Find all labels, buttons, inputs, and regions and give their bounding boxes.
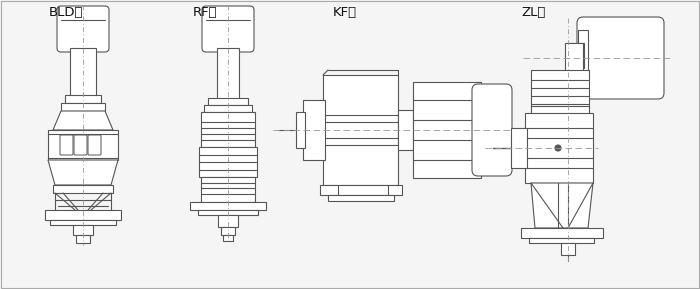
Bar xyxy=(568,43,584,68)
Bar xyxy=(323,75,398,185)
Bar xyxy=(53,185,113,193)
Polygon shape xyxy=(531,183,593,228)
FancyBboxPatch shape xyxy=(57,6,109,52)
Text: RF型: RF型 xyxy=(193,6,217,19)
Bar xyxy=(198,210,258,215)
Bar xyxy=(223,235,233,241)
Bar xyxy=(531,106,589,114)
Bar xyxy=(398,110,413,150)
Bar xyxy=(201,177,255,202)
FancyBboxPatch shape xyxy=(472,84,512,176)
Bar xyxy=(73,225,93,235)
Bar xyxy=(529,238,594,243)
Bar xyxy=(70,48,96,103)
Circle shape xyxy=(555,145,561,151)
Bar xyxy=(208,98,248,105)
Polygon shape xyxy=(53,111,113,130)
Text: ZL型: ZL型 xyxy=(522,6,546,19)
Bar xyxy=(201,112,255,147)
FancyBboxPatch shape xyxy=(60,135,73,155)
Bar xyxy=(303,100,325,160)
Bar xyxy=(76,235,90,243)
Bar xyxy=(190,202,266,210)
Bar xyxy=(565,43,583,71)
Bar xyxy=(578,30,588,86)
FancyBboxPatch shape xyxy=(88,135,101,155)
Bar xyxy=(50,220,116,225)
Bar xyxy=(521,228,603,238)
Bar xyxy=(320,185,402,195)
Text: BLD型: BLD型 xyxy=(49,6,83,19)
Bar xyxy=(217,48,239,100)
Bar xyxy=(296,112,305,148)
Bar xyxy=(525,113,593,183)
Bar xyxy=(328,195,394,201)
Bar xyxy=(199,147,257,177)
Bar xyxy=(61,103,105,111)
FancyBboxPatch shape xyxy=(202,6,254,52)
Bar xyxy=(48,130,118,160)
Bar xyxy=(45,210,121,220)
Bar xyxy=(413,82,481,178)
Bar xyxy=(511,128,527,168)
FancyBboxPatch shape xyxy=(577,17,664,99)
Text: KF型: KF型 xyxy=(332,6,356,19)
Bar xyxy=(218,215,238,227)
Polygon shape xyxy=(48,160,118,185)
Bar xyxy=(561,243,575,255)
Bar xyxy=(531,70,589,108)
Bar xyxy=(65,95,101,103)
Bar xyxy=(221,227,235,235)
Bar xyxy=(204,105,252,112)
FancyBboxPatch shape xyxy=(74,135,87,155)
